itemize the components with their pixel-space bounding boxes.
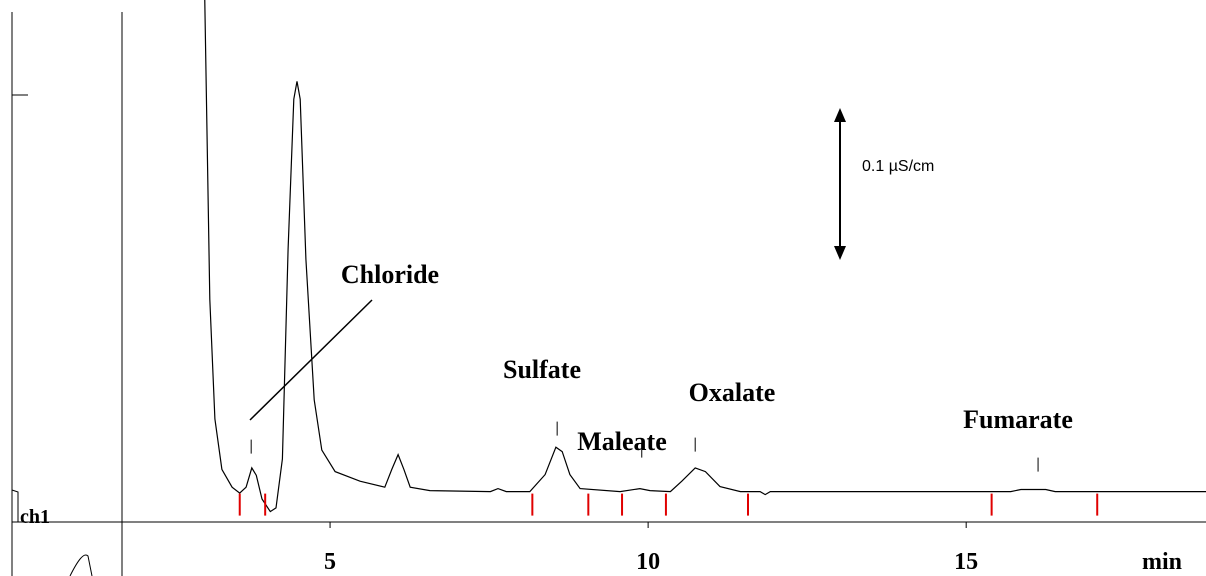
x-label: min — [1142, 549, 1182, 575]
peak-label: Chloride — [341, 260, 439, 289]
peak-label: Maleate — [577, 427, 667, 456]
left-trace-stub — [11, 489, 19, 522]
x-tick-label: 10 — [636, 549, 660, 575]
peak-label: Oxalate — [689, 378, 776, 407]
y-label: ch1 — [20, 506, 50, 528]
lower-trace — [69, 554, 93, 576]
peak-label: Sulfate — [503, 355, 581, 384]
trace — [204, 0, 1206, 513]
x-tick-label: 5 — [324, 549, 336, 575]
leader-line — [249, 299, 373, 421]
x-tick-label: 15 — [954, 549, 978, 575]
scale-label: 0.1 µS/cm — [862, 158, 934, 175]
peak-label: Fumarate — [963, 405, 1073, 434]
